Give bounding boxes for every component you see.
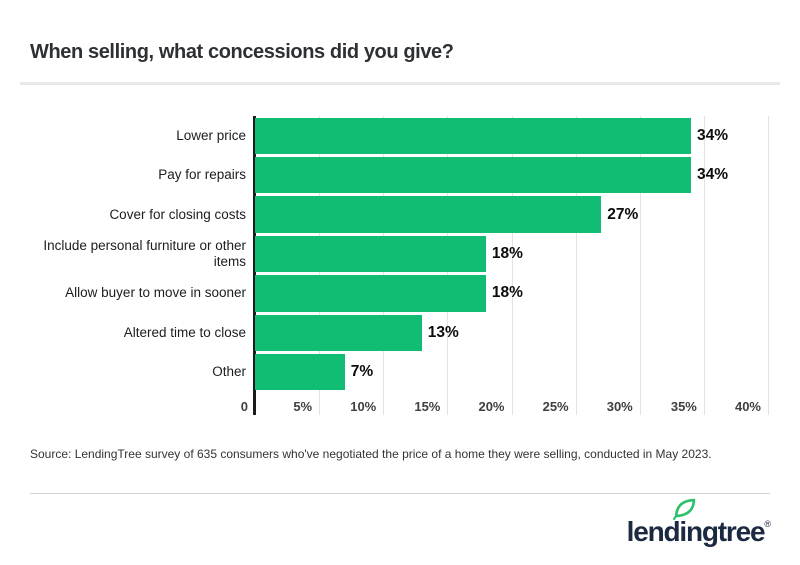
bar-row: Include personal furniture or other item… <box>30 234 768 273</box>
registered-mark: ® <box>764 519 771 529</box>
bar <box>255 235 486 273</box>
category-label: Cover for closing costs <box>109 206 246 222</box>
bar <box>255 275 486 312</box>
value-label: 34% <box>697 166 729 184</box>
value-label: 13% <box>427 323 459 341</box>
bar <box>255 117 692 154</box>
x-tick: 5% <box>293 399 313 414</box>
bar-row: Allow buyer to move in sooner 18% <box>30 274 768 313</box>
bar-track: 13% <box>255 313 768 352</box>
x-tick: 20% <box>478 399 505 414</box>
leaf-icon <box>672 498 695 520</box>
value-label: 27% <box>607 205 639 223</box>
category-label: Lower price <box>176 127 246 143</box>
value-label: 18% <box>491 284 523 302</box>
value-label: 7% <box>350 363 374 381</box>
bar-track: 34% <box>255 116 768 155</box>
x-axis: 0 5% 10% 15% 20% 25% 30% 35% 40% <box>241 399 768 415</box>
category-label: Altered time to close <box>123 324 246 340</box>
value-label: 18% <box>491 244 523 262</box>
bar-track: 18% <box>255 234 768 273</box>
bar-track: 7% <box>255 353 768 392</box>
lendingtree-logo: lendingtree® <box>626 498 771 554</box>
gridline <box>575 116 577 415</box>
x-tick: 35% <box>670 399 697 414</box>
source-note: Source: LendingTree survey of 635 consum… <box>30 447 712 461</box>
bar-row: Cover for closing costs 27% <box>30 195 768 234</box>
category-label: Allow buyer to move in sooner <box>65 285 246 301</box>
value-label: 34% <box>697 126 729 144</box>
bar-chart: Lower price 34% Pay for repairs 34% Cover fo… <box>30 116 769 416</box>
bar-track: 34% <box>255 155 768 194</box>
category-label: Include personal furniture or other item… <box>43 237 246 269</box>
gridline <box>768 116 769 415</box>
bar-row: Altered time to close 13% <box>30 313 768 352</box>
x-tick: 15% <box>414 399 441 414</box>
x-tick: 30% <box>606 399 633 414</box>
x-tick: 10% <box>350 399 377 414</box>
bar-row: Pay for repairs 34% <box>30 155 768 194</box>
bar <box>255 156 692 194</box>
gridline <box>639 116 641 415</box>
page-title: When selling, what concessions did you g… <box>30 41 454 63</box>
x-tick: 0 <box>240 399 248 414</box>
logo-text: lendingtree <box>626 516 766 547</box>
x-tick: 40% <box>734 399 761 414</box>
bar-track: 27% <box>255 195 768 234</box>
gridline <box>703 116 705 415</box>
bar-row: Other 7% <box>30 353 768 392</box>
bar <box>255 196 602 233</box>
bar-track: 18% <box>255 274 768 313</box>
footer-divider <box>30 493 770 494</box>
bar <box>255 354 345 391</box>
y-axis-line <box>253 116 256 415</box>
bar <box>255 314 422 352</box>
x-tick: 25% <box>542 399 569 414</box>
category-label: Pay for repairs <box>158 167 246 183</box>
category-label: Other <box>212 364 246 380</box>
title-divider <box>20 82 780 85</box>
bar-row: Lower price 34% <box>30 116 768 155</box>
gridline <box>511 116 513 415</box>
bar-rows: Lower price 34% Pay for repairs 34% Cover fo… <box>30 116 768 392</box>
